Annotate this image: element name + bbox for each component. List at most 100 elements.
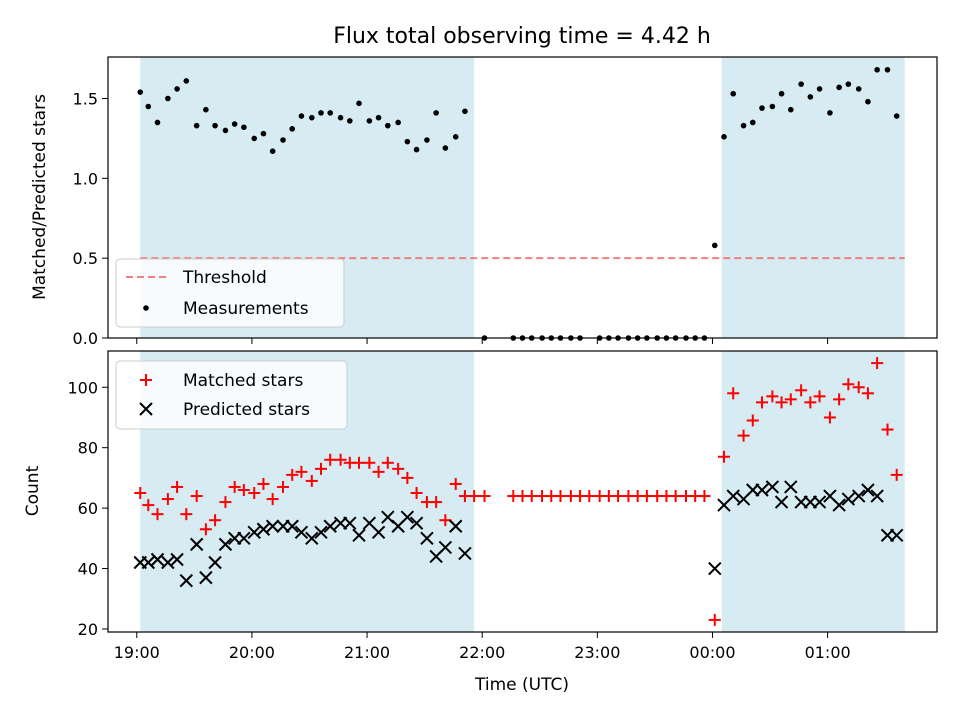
- bottom-legend: Matched stars Predicted stars: [115, 360, 348, 430]
- x-tick-label: 19:00: [114, 643, 160, 662]
- y-tick-label: 100: [67, 378, 98, 397]
- measurement-point: [711, 242, 718, 249]
- matched-star-marker: [881, 423, 894, 436]
- top-legend: Threshold Measurements: [115, 258, 345, 328]
- predicted-star-marker: [265, 519, 280, 533]
- top-x-ticks: [136, 338, 829, 344]
- predicted-star-marker: [438, 540, 453, 555]
- measurement-point: [759, 105, 765, 111]
- matched-star-marker: [852, 381, 865, 394]
- predicted-star-marker: [199, 570, 213, 585]
- matched-stars-legend-label: Matched stars: [183, 371, 303, 391]
- matched-star-marker: [180, 508, 193, 521]
- matched-stars-points: [134, 357, 903, 626]
- matched-star-marker: [295, 465, 308, 478]
- y-tick-label: 0.0: [73, 329, 98, 348]
- predicted-stars-legend-swatch: [139, 402, 153, 416]
- measurement-point: [356, 100, 362, 107]
- matched-star-marker: [804, 396, 817, 409]
- measurement-point: [298, 113, 305, 119]
- measurement-point: [730, 90, 737, 97]
- matched-star-marker: [392, 462, 405, 475]
- predicted-star-marker: [726, 489, 740, 503]
- predicted-star-marker: [708, 561, 722, 576]
- measurement-point: [424, 137, 430, 143]
- measurement-point: [787, 106, 794, 113]
- measurement-point: [384, 122, 391, 129]
- measurement-point: [212, 122, 218, 129]
- matched-star-marker: [890, 468, 903, 481]
- measurement-point: [375, 114, 382, 121]
- x-tick-label: 23:00: [574, 643, 620, 662]
- predicted-star-marker: [851, 489, 866, 503]
- predicted-star-marker: [371, 525, 386, 539]
- measurement-point: [845, 81, 852, 87]
- measurement-point: [874, 66, 880, 73]
- matched-star-marker: [248, 487, 261, 500]
- measurement-point: [327, 110, 334, 116]
- matched-star-marker: [612, 490, 625, 503]
- matched-star-marker: [134, 487, 147, 500]
- measurement-point: [395, 119, 401, 126]
- matched-star-marker: [823, 411, 836, 424]
- measurement-point: [827, 110, 833, 116]
- top-y-axis-label: Matched/Predicted stars: [30, 94, 50, 300]
- bottom-y-ticks: 20 40 60 80 100: [67, 378, 108, 639]
- y-tick-label: 1.5: [73, 90, 98, 109]
- measurement-point: [884, 66, 891, 73]
- top-y-ticks: 0.0 0.5 1.0 1.5: [73, 90, 108, 348]
- matched-star-marker: [737, 429, 750, 442]
- predicted-star-marker: [189, 537, 204, 552]
- measurement-point: [269, 148, 276, 154]
- measurement-point: [740, 122, 747, 129]
- predicted-star-marker: [247, 525, 261, 539]
- matched-star-marker: [372, 465, 385, 478]
- matched-star-marker: [277, 480, 290, 493]
- measurement-point: [433, 110, 439, 116]
- x-tick-label: 20:00: [229, 643, 275, 662]
- matched-star-marker: [410, 487, 423, 500]
- y-tick-label: 1.0: [73, 169, 98, 188]
- y-tick-label: 0.5: [73, 249, 98, 268]
- top-axes-frame: [107, 56, 938, 339]
- matched-star-marker: [353, 456, 366, 469]
- predicted-star-marker: [179, 573, 194, 588]
- measurement-point: [836, 84, 842, 91]
- matched-stars-legend-swatch: [140, 374, 152, 386]
- bottom-y-axis-label: Count: [23, 465, 43, 516]
- matched-star-marker: [795, 384, 808, 397]
- measurement-point: [231, 121, 238, 127]
- measurement-point: [865, 98, 871, 105]
- matched-star-marker: [266, 493, 279, 506]
- matched-star-marker: [640, 490, 653, 503]
- matched-star-marker: [554, 490, 567, 503]
- measurement-point: [308, 114, 315, 121]
- matched-star-marker: [151, 508, 164, 521]
- x-axis-label: Time (UTC): [474, 675, 569, 695]
- chart-title: Flux total observing time = 4.42 h: [333, 24, 711, 49]
- predicted-star-marker: [420, 531, 434, 546]
- matched-star-marker: [871, 357, 884, 370]
- threshold-legend-label: Threshold: [182, 268, 267, 288]
- matched-star-marker: [228, 480, 241, 493]
- matched-star-marker: [449, 477, 462, 490]
- predicted-star-marker: [755, 483, 769, 497]
- matched-star-marker: [305, 474, 318, 487]
- predicted-star-marker: [765, 480, 780, 494]
- matched-star-marker: [324, 453, 337, 466]
- matched-star-marker: [363, 456, 376, 469]
- measurement-points: [137, 66, 900, 341]
- measurement-point: [749, 119, 756, 126]
- matched-star-marker: [468, 490, 481, 503]
- predicted-star-marker: [812, 495, 827, 509]
- predicted-star-marker: [237, 531, 251, 546]
- measurement-point: [893, 113, 900, 119]
- bottom-x-ticks: 19:00 20:00 21:00 22:00 23:00 00:00 01:00: [114, 632, 851, 662]
- matched-star-marker: [237, 483, 250, 496]
- matched-star-marker: [334, 453, 347, 466]
- predicted-star-marker: [323, 519, 337, 533]
- measurement-point: [855, 86, 862, 92]
- measurement-point: [280, 137, 286, 143]
- matched-star-marker: [430, 496, 443, 509]
